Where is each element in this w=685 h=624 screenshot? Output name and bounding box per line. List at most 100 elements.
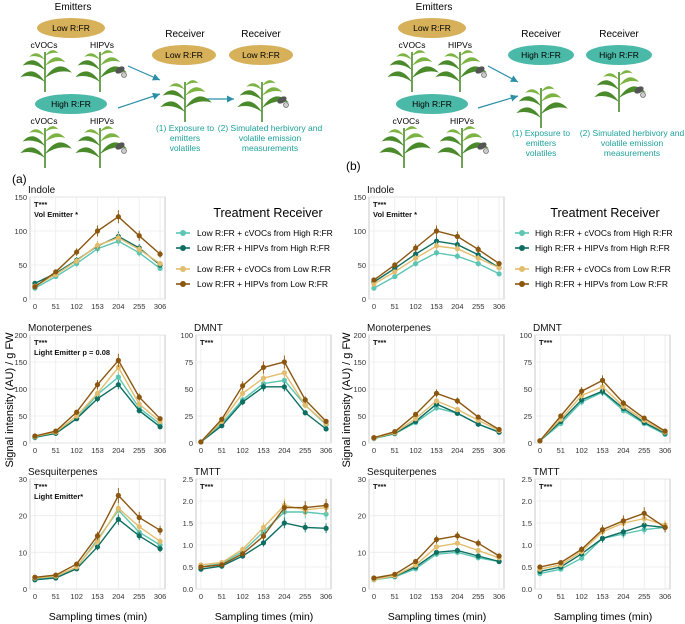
- data-point: [136, 514, 142, 521]
- data-point: [579, 555, 585, 561]
- data-point: [94, 538, 101, 544]
- data-point: [433, 390, 440, 396]
- y-tick-label: 2.5: [522, 475, 532, 484]
- plant-icon: [75, 126, 127, 168]
- data-point: [579, 388, 585, 394]
- chart-annotation: Light Emitter*: [34, 492, 83, 501]
- y-tick-label: 150: [14, 358, 27, 367]
- x-tick-label: 153: [257, 446, 270, 455]
- chart-b-indole: 0 50 100 150 0 51 102 153 204 255 306 Indole T***Vol…: [353, 185, 505, 311]
- data-point: [136, 233, 142, 239]
- hipvs-label-top: HIPVs: [90, 40, 114, 50]
- step1-line3: volatiles: [170, 143, 201, 153]
- step1-line1: (1) Exposure to: [512, 128, 570, 138]
- emitter-high-ellipse: [35, 94, 107, 114]
- chart-annotation: T***: [539, 338, 552, 347]
- x-tick-label: 51: [391, 446, 399, 455]
- plant-icon: [160, 80, 212, 122]
- legend-item-2: High R:FR + HIPVs from High R:FR: [515, 243, 670, 253]
- data-point: [136, 394, 142, 400]
- data-point: [599, 527, 606, 533]
- data-point: [454, 410, 460, 416]
- legend-marker: [180, 266, 186, 272]
- data-point: [240, 551, 246, 557]
- receiver-title-2: Receiver: [599, 29, 639, 40]
- y-tick-label: 0.5: [183, 563, 193, 572]
- series-4: [371, 531, 502, 581]
- y-tick-label: 100: [180, 331, 193, 340]
- series-4: [371, 225, 502, 283]
- chart-annotation: T***: [539, 482, 552, 491]
- y-tick-label: 100: [14, 385, 27, 394]
- data-point: [496, 553, 502, 559]
- arrow-from-low: [487, 65, 519, 83]
- step2-line3: measurements: [604, 148, 660, 158]
- y-tick-label: 100: [14, 227, 27, 236]
- chart-a-sesq: 0 10 20 30 0 51 102 153 204 255 306 Sesquiterpenes T…: [19, 467, 167, 601]
- chart-annotation: T***: [200, 482, 213, 491]
- data-point: [475, 553, 481, 559]
- y-tick-label: 10: [358, 548, 366, 557]
- data-point: [454, 398, 460, 404]
- data-point: [558, 413, 564, 419]
- chart-annotation: T***: [373, 338, 386, 347]
- data-point: [94, 242, 101, 248]
- data-point: [433, 238, 440, 244]
- x-tick-label: 0: [33, 446, 37, 455]
- step1-line1: (1) Exposure to: [156, 123, 214, 133]
- emitter-low-label: Low R:FR: [413, 23, 451, 33]
- x-tick-label: 204: [617, 446, 630, 455]
- data-point: [475, 540, 481, 546]
- data-point: [433, 549, 440, 555]
- data-point: [94, 544, 101, 550]
- data-point: [74, 409, 80, 415]
- x-tick-label: 0: [372, 592, 376, 601]
- data-point: [302, 410, 308, 416]
- legend-label: Low R:FR + HIPVs from Low R:FR: [197, 279, 328, 289]
- y-tick-label: 0: [528, 439, 532, 448]
- data-point: [115, 235, 121, 241]
- chart-annotation: Vol Emitter *: [34, 210, 78, 219]
- panel-label-a: (a): [12, 172, 27, 186]
- legend-title: Treatment Receiver: [213, 206, 322, 220]
- data-point: [641, 510, 647, 516]
- chart-a-tmtt: 0.0 0.5 1.0 1.5 2.0 2.5 0 51 102 153 204 255 306 TMTT…: [183, 467, 333, 601]
- data-point: [454, 406, 460, 413]
- x-tick-label: 204: [451, 446, 464, 455]
- data-point: [136, 246, 142, 252]
- y-tick-label: 2.5: [183, 475, 193, 484]
- chart-annotation: T***: [200, 338, 213, 347]
- data-point: [302, 397, 308, 403]
- arrow-from-low: [127, 65, 161, 81]
- x-tick-label: 255: [638, 592, 651, 601]
- x-axis-label-b-right: Sampling times (min): [554, 611, 653, 623]
- data-point: [579, 397, 585, 403]
- arrow-from-high: [117, 92, 161, 109]
- data-point: [115, 492, 121, 499]
- legend-b: Treatment Receiver High R:FR + cVOCs fro…: [515, 206, 673, 289]
- y-tick-label: 0.0: [183, 585, 193, 594]
- y-tick-label: 30: [358, 475, 366, 484]
- y-tick-label: 0: [362, 295, 366, 304]
- x-tick-label: 153: [91, 592, 104, 601]
- y-tick-label: 20: [358, 512, 366, 521]
- y-tick-label: 10: [19, 548, 27, 557]
- x-tick-label: 102: [236, 592, 249, 601]
- x-tick-label: 153: [257, 592, 270, 601]
- data-point: [475, 547, 481, 554]
- data-point: [454, 242, 460, 248]
- x-tick-label: 51: [52, 446, 60, 455]
- chart-title: Sesquiterpenes: [367, 467, 437, 478]
- arrow-from-high: [477, 94, 519, 109]
- x-tick-label: 153: [430, 302, 443, 311]
- plant-icon: [20, 126, 72, 168]
- data-point: [662, 428, 668, 434]
- x-axis-label-a-left: Sampling times (min): [49, 611, 148, 623]
- data-point: [281, 520, 287, 526]
- data-point: [371, 435, 377, 441]
- legend-label: High R:FR + cVOCs from Low R:FR: [535, 264, 671, 274]
- step2-line3: measurements: [242, 143, 298, 153]
- y-tick-label: 200: [14, 331, 27, 340]
- hipvs-label-bottom: HIPVs: [450, 116, 474, 126]
- receiver-title-2: Receiver: [241, 29, 281, 40]
